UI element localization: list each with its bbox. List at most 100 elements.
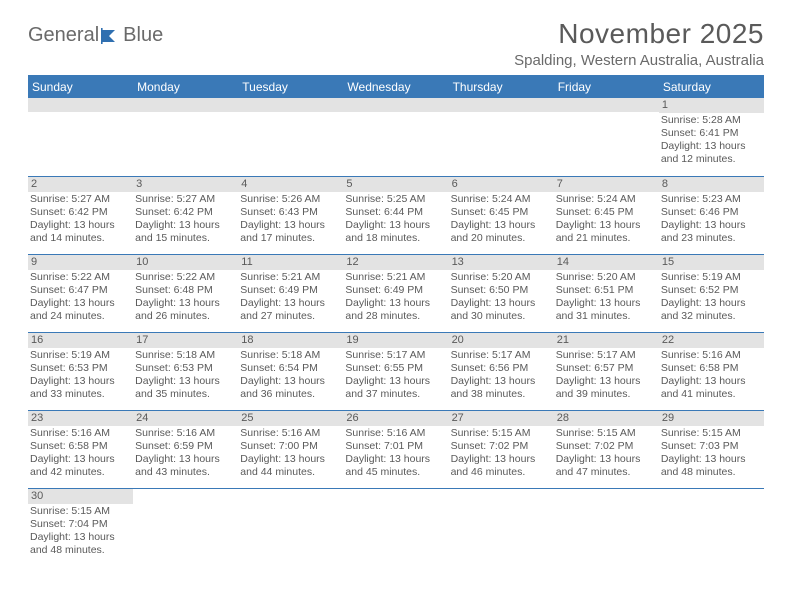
info-line: Daylight: 13 hours (661, 140, 762, 153)
day-info: Sunrise: 5:21 AMSunset: 6:49 PMDaylight:… (238, 270, 343, 323)
calendar-cell: 20Sunrise: 5:17 AMSunset: 6:56 PMDayligh… (449, 332, 554, 410)
calendar-cell (343, 488, 448, 566)
day-number: 1 (659, 98, 764, 113)
info-line: Sunrise: 5:16 AM (661, 349, 762, 362)
info-line: and 21 minutes. (556, 232, 657, 245)
info-line: Daylight: 13 hours (556, 297, 657, 310)
calendar-cell: 10Sunrise: 5:22 AMSunset: 6:48 PMDayligh… (133, 254, 238, 332)
info-line: Sunrise: 5:20 AM (451, 271, 552, 284)
info-line: and 30 minutes. (451, 310, 552, 323)
day-info: Sunrise: 5:22 AMSunset: 6:48 PMDaylight:… (133, 270, 238, 323)
calendar-cell: 1Sunrise: 5:28 AMSunset: 6:41 PMDaylight… (659, 98, 764, 176)
calendar-cell (28, 98, 133, 176)
info-line: Daylight: 13 hours (451, 453, 552, 466)
info-line: and 26 minutes. (135, 310, 236, 323)
info-line: and 37 minutes. (345, 388, 446, 401)
info-line: Sunrise: 5:16 AM (30, 427, 131, 440)
info-line: Sunset: 6:42 PM (30, 206, 131, 219)
calendar-cell (133, 98, 238, 176)
day-info: Sunrise: 5:16 AMSunset: 7:00 PMDaylight:… (238, 426, 343, 479)
day-number: 3 (133, 177, 238, 192)
calendar-cell (554, 98, 659, 176)
info-line: and 15 minutes. (135, 232, 236, 245)
day-number: 12 (343, 255, 448, 270)
weekday-header: Monday (133, 76, 238, 98)
calendar-cell: 6Sunrise: 5:24 AMSunset: 6:45 PMDaylight… (449, 176, 554, 254)
info-line: Daylight: 13 hours (135, 375, 236, 388)
info-line: Sunrise: 5:24 AM (556, 193, 657, 206)
day-info: Sunrise: 5:15 AMSunset: 7:03 PMDaylight:… (659, 426, 764, 479)
info-line: Sunset: 6:45 PM (451, 206, 552, 219)
calendar-cell: 19Sunrise: 5:17 AMSunset: 6:55 PMDayligh… (343, 332, 448, 410)
info-line: Sunset: 6:42 PM (135, 206, 236, 219)
info-line: and 44 minutes. (240, 466, 341, 479)
day-number: 23 (28, 411, 133, 426)
info-line: Sunset: 6:59 PM (135, 440, 236, 453)
day-info: Sunrise: 5:23 AMSunset: 6:46 PMDaylight:… (659, 192, 764, 245)
info-line: Daylight: 13 hours (135, 297, 236, 310)
info-line: Sunrise: 5:27 AM (30, 193, 131, 206)
info-line: and 14 minutes. (30, 232, 131, 245)
logo-text-2: Blue (123, 24, 163, 47)
day-info: Sunrise: 5:19 AMSunset: 6:53 PMDaylight:… (28, 348, 133, 401)
info-line: Daylight: 13 hours (556, 219, 657, 232)
info-line: Daylight: 13 hours (30, 297, 131, 310)
info-line: Sunset: 6:49 PM (240, 284, 341, 297)
day-info: Sunrise: 5:27 AMSunset: 6:42 PMDaylight:… (133, 192, 238, 245)
info-line: Daylight: 13 hours (240, 297, 341, 310)
info-line: and 47 minutes. (556, 466, 657, 479)
info-line: Daylight: 13 hours (661, 219, 762, 232)
calendar-cell: 21Sunrise: 5:17 AMSunset: 6:57 PMDayligh… (554, 332, 659, 410)
day-info: Sunrise: 5:20 AMSunset: 6:50 PMDaylight:… (449, 270, 554, 323)
empty-day (343, 98, 448, 112)
info-line: and 23 minutes. (661, 232, 762, 245)
day-number: 16 (28, 333, 133, 348)
info-line: Sunrise: 5:15 AM (556, 427, 657, 440)
info-line: Daylight: 13 hours (345, 297, 446, 310)
info-line: Sunrise: 5:24 AM (451, 193, 552, 206)
day-info: Sunrise: 5:17 AMSunset: 6:57 PMDaylight:… (554, 348, 659, 401)
info-line: Sunset: 7:02 PM (556, 440, 657, 453)
day-number: 9 (28, 255, 133, 270)
info-line: Daylight: 13 hours (30, 531, 131, 544)
info-line: Sunrise: 5:19 AM (661, 271, 762, 284)
info-line: Sunrise: 5:15 AM (30, 505, 131, 518)
info-line: Sunset: 6:51 PM (556, 284, 657, 297)
info-line: Sunset: 6:41 PM (661, 127, 762, 140)
day-info: Sunrise: 5:20 AMSunset: 6:51 PMDaylight:… (554, 270, 659, 323)
info-line: and 17 minutes. (240, 232, 341, 245)
info-line: Daylight: 13 hours (240, 453, 341, 466)
day-number: 8 (659, 177, 764, 192)
info-line: Daylight: 13 hours (661, 453, 762, 466)
day-info: Sunrise: 5:24 AMSunset: 6:45 PMDaylight:… (554, 192, 659, 245)
day-info: Sunrise: 5:17 AMSunset: 6:55 PMDaylight:… (343, 348, 448, 401)
info-line: Sunset: 6:44 PM (345, 206, 446, 219)
info-line: Sunset: 6:43 PM (240, 206, 341, 219)
info-line: Daylight: 13 hours (240, 375, 341, 388)
info-line: Sunset: 7:01 PM (345, 440, 446, 453)
calendar-cell: 18Sunrise: 5:18 AMSunset: 6:54 PMDayligh… (238, 332, 343, 410)
info-line: and 48 minutes. (661, 466, 762, 479)
day-number: 26 (343, 411, 448, 426)
logo-text-1: General (28, 24, 99, 47)
day-info: Sunrise: 5:18 AMSunset: 6:54 PMDaylight:… (238, 348, 343, 401)
day-info: Sunrise: 5:15 AMSunset: 7:04 PMDaylight:… (28, 504, 133, 557)
info-line: and 33 minutes. (30, 388, 131, 401)
info-line: Daylight: 13 hours (556, 375, 657, 388)
day-info: Sunrise: 5:15 AMSunset: 7:02 PMDaylight:… (554, 426, 659, 479)
day-number: 11 (238, 255, 343, 270)
day-number: 25 (238, 411, 343, 426)
calendar-cell: 3Sunrise: 5:27 AMSunset: 6:42 PMDaylight… (133, 176, 238, 254)
calendar-cell: 2Sunrise: 5:27 AMSunset: 6:42 PMDaylight… (28, 176, 133, 254)
info-line: and 20 minutes. (451, 232, 552, 245)
info-line: Sunset: 6:49 PM (345, 284, 446, 297)
day-number: 10 (133, 255, 238, 270)
info-line: Daylight: 13 hours (135, 453, 236, 466)
info-line: Sunset: 6:45 PM (556, 206, 657, 219)
info-line: Sunrise: 5:22 AM (30, 271, 131, 284)
day-number: 17 (133, 333, 238, 348)
info-line: Sunrise: 5:26 AM (240, 193, 341, 206)
info-line: Sunset: 7:04 PM (30, 518, 131, 531)
calendar-cell: 11Sunrise: 5:21 AMSunset: 6:49 PMDayligh… (238, 254, 343, 332)
calendar-cell: 22Sunrise: 5:16 AMSunset: 6:58 PMDayligh… (659, 332, 764, 410)
